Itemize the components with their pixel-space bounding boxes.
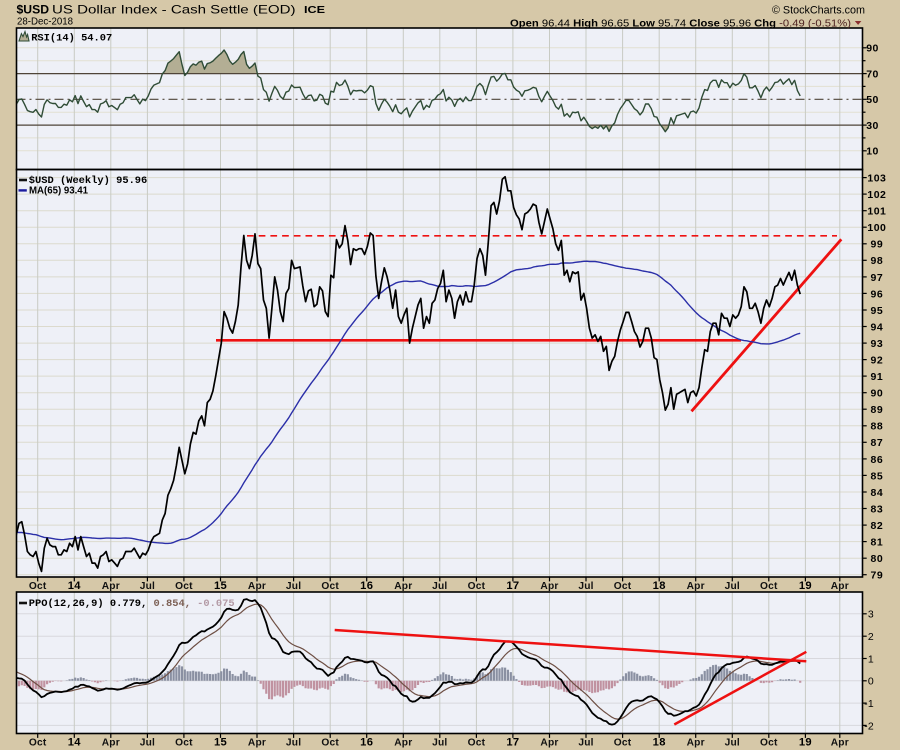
svg-text:88: 88 (871, 421, 884, 433)
svg-text:MA(65) 93.41: MA(65) 93.41 (29, 184, 88, 196)
svg-text:81: 81 (871, 537, 884, 549)
svg-text:19: 19 (799, 580, 812, 592)
svg-text:28-Dec-2018: 28-Dec-2018 (17, 16, 73, 28)
svg-text:Apr: Apr (394, 738, 412, 749)
svg-text:$USD (Weekly) 95.96: $USD (Weekly) 95.96 (29, 175, 147, 187)
svg-text:90: 90 (866, 43, 879, 55)
svg-text:Apr: Apr (831, 581, 849, 592)
svg-text:50: 50 (866, 94, 879, 106)
svg-text:70: 70 (866, 69, 879, 81)
svg-text:89: 89 (871, 404, 884, 416)
svg-text:RSI(14) 54.07: RSI(14) 54.07 (31, 32, 112, 44)
svg-text:100: 100 (867, 222, 886, 234)
svg-text:Oct: Oct (614, 738, 632, 749)
svg-text:83: 83 (871, 503, 884, 515)
svg-text:Oct: Oct (321, 581, 339, 592)
svg-text:Apr: Apr (394, 581, 412, 592)
svg-text:92: 92 (871, 355, 884, 367)
svg-text:Oct: Oct (614, 581, 632, 592)
svg-text:82: 82 (871, 520, 884, 532)
svg-text:ICE: ICE (304, 5, 325, 16)
svg-text:Jul: Jul (725, 738, 740, 749)
svg-text:Apr: Apr (831, 738, 849, 749)
svg-text:3: 3 (868, 609, 874, 621)
svg-text:79: 79 (871, 570, 884, 582)
svg-text:Jul: Jul (725, 581, 740, 592)
svg-text:15: 15 (214, 737, 227, 749)
svg-text:PPO(12,26,9) 0.779, 0.854, -0.: PPO(12,26,9) 0.779, 0.854, -0.075 (29, 598, 235, 610)
svg-text:Apr: Apr (540, 738, 558, 749)
svg-text:Oct: Oct (321, 738, 339, 749)
svg-text:14: 14 (68, 580, 82, 592)
svg-text:Apr: Apr (687, 738, 705, 749)
svg-text:Oct: Oct (175, 581, 193, 592)
svg-text:30: 30 (866, 120, 879, 132)
svg-text:90: 90 (871, 388, 884, 400)
svg-text:84: 84 (871, 487, 884, 499)
svg-text:95: 95 (871, 305, 884, 317)
svg-text:Jul: Jul (140, 738, 155, 749)
svg-text:Apr: Apr (102, 738, 120, 749)
svg-text:96: 96 (871, 288, 884, 300)
svg-text:Apr: Apr (540, 581, 558, 592)
svg-text:Apr: Apr (248, 581, 266, 592)
svg-text:87: 87 (871, 437, 884, 449)
svg-text:98: 98 (871, 255, 884, 267)
svg-text:14: 14 (68, 737, 82, 749)
svg-text:17: 17 (506, 737, 519, 749)
svg-text:103: 103 (867, 173, 886, 185)
svg-text:Oct: Oct (760, 581, 778, 592)
svg-text:Jul: Jul (432, 738, 447, 749)
svg-text:-1: -1 (864, 698, 874, 710)
svg-text:1: 1 (868, 653, 874, 665)
svg-text:99: 99 (871, 239, 884, 251)
svg-text:15: 15 (214, 580, 227, 592)
svg-text:Oct: Oct (29, 581, 47, 592)
svg-text:101: 101 (867, 206, 886, 218)
svg-text:Jul: Jul (140, 581, 155, 592)
svg-text:Apr: Apr (687, 581, 705, 592)
svg-text:102: 102 (867, 189, 886, 201)
svg-text:Oct: Oct (468, 738, 486, 749)
svg-text:$USD: $USD (17, 2, 50, 16)
svg-text:Open 96.44 High 96.65 Low 95.7: Open 96.44 High 96.65 Low 95.74 Close 95… (510, 18, 851, 29)
svg-text:Oct: Oct (468, 581, 486, 592)
svg-text:80: 80 (871, 553, 884, 565)
svg-text:94: 94 (871, 321, 884, 333)
svg-text:Oct: Oct (29, 738, 47, 749)
svg-text:19: 19 (799, 737, 812, 749)
svg-text:18: 18 (653, 580, 666, 592)
svg-text:16: 16 (360, 580, 373, 592)
svg-text:16: 16 (360, 737, 373, 749)
svg-text:Apr: Apr (102, 581, 120, 592)
svg-text:Oct: Oct (175, 738, 193, 749)
svg-text:86: 86 (871, 454, 884, 466)
svg-text:© StockCharts.com: © StockCharts.com (772, 5, 865, 17)
svg-text:0: 0 (868, 676, 874, 688)
svg-text:85: 85 (871, 470, 884, 482)
svg-text:Jul: Jul (578, 738, 593, 749)
svg-text:Jul: Jul (286, 581, 301, 592)
svg-text:91: 91 (871, 371, 884, 383)
svg-text:US Dollar Index - Cash Settle: US Dollar Index - Cash Settle (EOD) (52, 2, 296, 16)
svg-text:2: 2 (868, 631, 874, 643)
svg-text:10: 10 (866, 146, 879, 158)
svg-text:Jul: Jul (578, 581, 593, 592)
svg-text:17: 17 (506, 580, 519, 592)
svg-text:Oct: Oct (760, 738, 778, 749)
svg-text:Jul: Jul (286, 738, 301, 749)
svg-text:-2: -2 (864, 720, 874, 732)
svg-text:97: 97 (871, 272, 884, 284)
svg-text:18: 18 (653, 737, 666, 749)
svg-text:Jul: Jul (432, 581, 447, 592)
svg-text:93: 93 (871, 338, 884, 350)
svg-text:Apr: Apr (248, 738, 266, 749)
